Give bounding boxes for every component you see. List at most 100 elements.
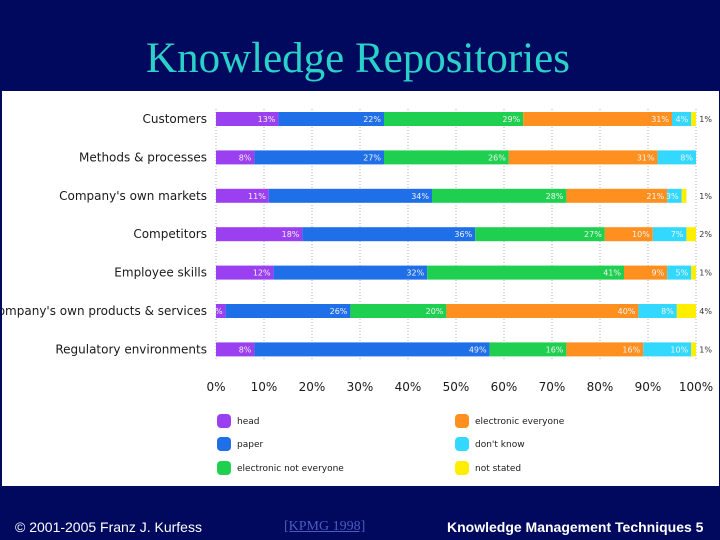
data-label: 10%: [632, 230, 650, 239]
x-tick-label: 50%: [443, 380, 470, 394]
data-label: 41%: [603, 269, 621, 278]
bar-segment: [254, 150, 384, 165]
bar-segment: [216, 188, 269, 203]
data-label: 8%: [680, 153, 693, 162]
bar-segment: [657, 150, 696, 165]
x-tick-label: 40%: [395, 380, 422, 394]
data-label: 31%: [637, 153, 655, 162]
data-label: 13%: [258, 115, 276, 124]
x-tick-label: 80%: [587, 380, 614, 394]
bar-segment: [652, 227, 687, 242]
bar-segment: [278, 112, 384, 126]
data-label: 20%: [426, 307, 444, 316]
bar-segment: [216, 227, 303, 242]
bar-segment: [566, 342, 644, 357]
x-tick-label: 60%: [491, 380, 518, 394]
bar-segment: [216, 265, 274, 280]
data-label: 27%: [363, 153, 381, 162]
data-label: 32%: [406, 269, 424, 278]
legend-swatch: [217, 461, 231, 475]
bar-segment: [273, 265, 428, 280]
data-label: 2%: [699, 230, 712, 239]
bar-segment: [691, 265, 696, 280]
bar-segment: [638, 304, 677, 318]
x-tick-label: 90%: [635, 380, 662, 394]
bar-segment: [667, 265, 692, 280]
x-tick-label: 70%: [539, 380, 566, 394]
data-label: 36%: [454, 230, 472, 239]
bar-segment: [604, 227, 653, 242]
x-tick-label: 0%: [206, 380, 225, 394]
data-label: 29%: [502, 115, 520, 124]
data-label: 4%: [699, 307, 712, 316]
data-label: 2%: [210, 307, 223, 316]
data-label: 8%: [239, 345, 252, 354]
data-label: 26%: [488, 153, 506, 162]
category-label: Company's own markets: [59, 189, 207, 203]
bar-segment: [672, 112, 692, 126]
stacked-bar-chart: 0% 10% 20% 30% 40% 50% 60% 70% 80% 90% 100% Custome…: [2, 109, 713, 475]
data-label: 5%: [675, 269, 688, 278]
category-label: Methods & processes: [79, 150, 207, 164]
bar-segment: [667, 188, 682, 203]
data-label: 27%: [584, 230, 602, 239]
data-label: 28%: [546, 192, 564, 201]
data-label: 8%: [239, 153, 252, 162]
category-label: Customers: [142, 112, 207, 126]
bar-segment: [216, 150, 255, 165]
bar-segment: [216, 342, 255, 357]
bar-segment: [254, 342, 490, 357]
bar-segment: [691, 112, 696, 126]
bar-segment: [268, 188, 432, 203]
legend-swatch: [217, 437, 231, 451]
bar-segment: [686, 227, 696, 242]
bar-segment: [350, 304, 447, 318]
bar-segment: [475, 227, 605, 242]
data-label: 12%: [253, 269, 271, 278]
legend-label: paper: [237, 440, 263, 450]
bar-segment: [523, 112, 672, 126]
data-label: 26%: [330, 307, 348, 316]
bar-segment: [427, 265, 624, 280]
legend-swatch: [455, 437, 469, 451]
legend-swatch: [455, 461, 469, 475]
bar-segment: [566, 188, 668, 203]
slide-title: Knowledge Repositories: [146, 35, 570, 82]
bar-segment: [446, 304, 639, 318]
bar-segment: [225, 304, 351, 318]
category-label: Regulatory environments: [55, 342, 207, 356]
x-tick-label: 10%: [251, 380, 278, 394]
legend-label: head: [237, 417, 259, 427]
legend-label: don't know: [475, 440, 525, 450]
legend-swatch: [217, 414, 231, 428]
data-label: 31%: [651, 115, 669, 124]
bar-segment: [691, 342, 696, 357]
legend-label: electronic everyone: [475, 417, 565, 427]
bar-segment: [624, 265, 668, 280]
footer-copyright: © 2001-2005 Franz J. Kurfess: [15, 519, 202, 535]
x-tick-label: 100%: [679, 380, 713, 394]
footer-citation-link[interactable]: [KPMG 1998]: [284, 519, 366, 534]
data-label: 49%: [469, 345, 487, 354]
data-label: 1%: [699, 192, 712, 201]
data-label: 10%: [670, 345, 688, 354]
bar-segment: [216, 304, 226, 318]
bar-segment: [489, 342, 567, 357]
data-label: 1%: [699, 115, 712, 124]
data-label: 8%: [661, 307, 674, 316]
category-label: Competitors: [133, 227, 207, 241]
bar-segment: [676, 304, 696, 318]
legend-label: electronic not everyone: [237, 464, 344, 474]
data-label: 16%: [622, 345, 640, 354]
x-tick-label: 20%: [299, 380, 326, 394]
data-label: 3%: [666, 192, 679, 201]
bar-segment: [384, 112, 524, 126]
chart-panel: 0% 10% 20% 30% 40% 50% 60% 70% 80% 90% 100% Custome…: [2, 91, 719, 486]
data-label: 9%: [651, 269, 664, 278]
data-label: 40%: [618, 307, 636, 316]
category-label: Employee skills: [114, 266, 207, 280]
data-label: 18%: [282, 230, 300, 239]
data-label: 22%: [363, 115, 381, 124]
bar-segment: [681, 188, 687, 203]
bar-segment: [302, 227, 476, 242]
